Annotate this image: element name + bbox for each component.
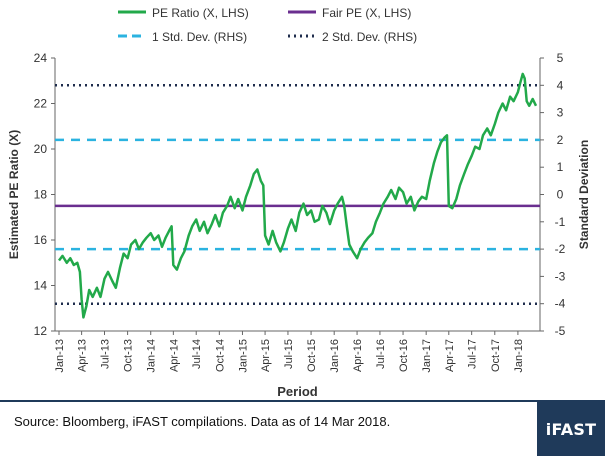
x-tick-label: Apr-13 <box>77 339 89 372</box>
ifast-logo: iFAST <box>537 402 605 456</box>
x-tick-label: Jul-14 <box>191 339 203 369</box>
x-tick-label: Apr-17 <box>444 339 456 372</box>
legend-two-std-dev-label: 2 Std. Dev. (RHS) <box>322 30 417 44</box>
source-note: Source: Bloomberg, iFAST compilations. D… <box>14 414 391 429</box>
legend-fair-pe-label: Fair PE (X, LHS) <box>322 6 411 20</box>
right-tick-label: 2 <box>557 133 564 147</box>
right-tick-label: -2 <box>555 242 566 256</box>
legend-pe-ratio-label: PE Ratio (X, LHS) <box>152 6 249 20</box>
x-tick-label: Jul-17 <box>467 339 479 369</box>
left-tick-label: 20 <box>34 142 48 156</box>
logo-text: iFAST <box>545 419 597 439</box>
x-tick-label: Jul-13 <box>99 339 111 369</box>
left-axis-title: Estimated PE Ratio (X) <box>7 130 21 259</box>
right-tick-label: 4 <box>557 78 564 92</box>
x-tick-label: Oct-15 <box>306 339 318 372</box>
x-axis-title: Period <box>277 384 318 399</box>
right-tick-label: 0 <box>557 188 564 202</box>
right-tick-label: -4 <box>555 297 566 311</box>
left-tick-label: 24 <box>34 51 48 65</box>
x-tick-label: Apr-14 <box>168 339 180 372</box>
right-tick-label: -5 <box>555 324 566 338</box>
x-tick-label: Oct-14 <box>214 339 226 372</box>
x-tick-label: Apr-15 <box>260 339 272 372</box>
x-tick-label: Jan-16 <box>329 339 341 373</box>
x-tick-label: Jan-15 <box>237 339 249 373</box>
left-tick-label: 12 <box>34 324 48 338</box>
right-axis-title: Standard Deviation <box>577 140 591 249</box>
left-tick-label: 16 <box>34 233 48 247</box>
right-tick-label: 1 <box>557 160 564 174</box>
left-tick-label: 22 <box>34 97 48 111</box>
pe-ratio-line <box>58 72 538 319</box>
x-tick-label: Jan-14 <box>146 339 158 373</box>
x-tick-label: Jan-17 <box>421 339 433 373</box>
right-tick-label: -3 <box>555 269 566 283</box>
x-tick-label: Oct-17 <box>490 339 502 372</box>
right-tick-label: 3 <box>557 106 564 120</box>
x-tick-label: Jul-15 <box>283 339 295 369</box>
right-tick-label: -1 <box>555 215 566 229</box>
footer-bar: Source: Bloomberg, iFAST compilations. D… <box>0 400 605 456</box>
x-tick-label: Apr-16 <box>352 339 364 372</box>
x-tick-label: Jan-18 <box>513 339 525 373</box>
x-tick-label: Jan-13 <box>54 339 66 373</box>
left-tick-label: 14 <box>34 279 48 293</box>
x-tick-label: Oct-13 <box>123 339 135 372</box>
legend-one-std-dev-label: 1 Std. Dev. (RHS) <box>152 30 247 44</box>
left-tick-label: 18 <box>34 188 48 202</box>
x-tick-label: Jul-16 <box>375 339 387 369</box>
x-tick-label: Oct-16 <box>398 339 410 372</box>
right-tick-label: 5 <box>557 51 564 65</box>
